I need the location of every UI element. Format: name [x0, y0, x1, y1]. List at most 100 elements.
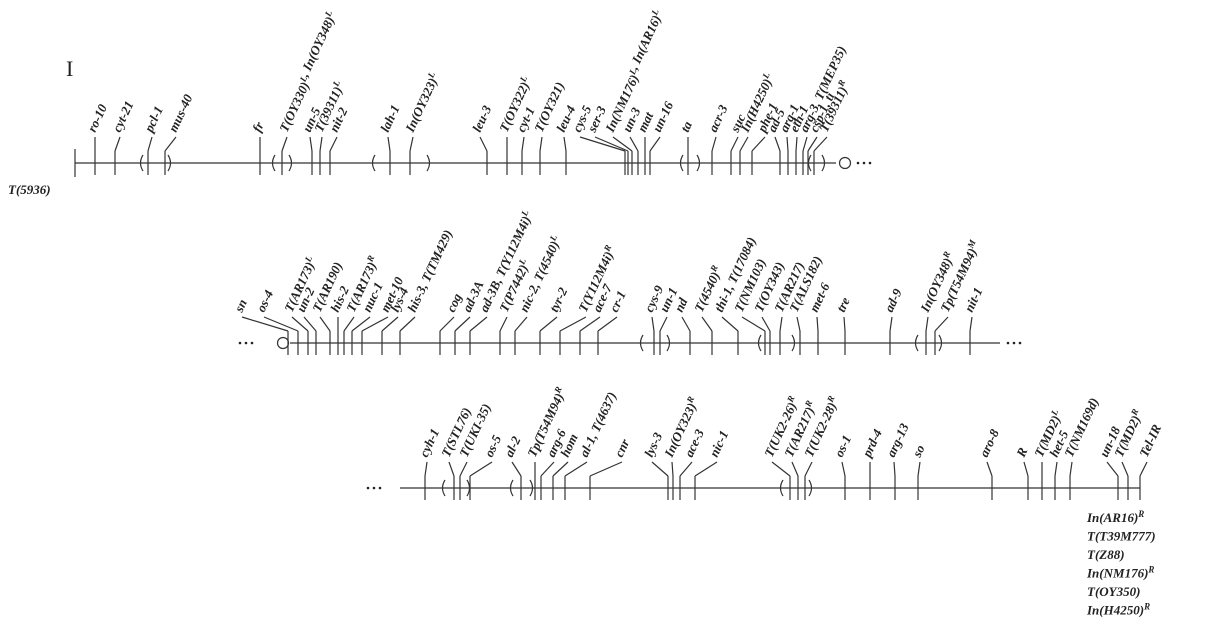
- leader-line: [303, 316, 317, 332]
- locus-label: fr: [249, 119, 267, 135]
- paren-open: [914, 334, 919, 352]
- paren-close: [529, 479, 534, 497]
- superscript: L: [519, 208, 531, 219]
- leader-line: [651, 316, 655, 332]
- superscript: L: [627, 66, 639, 77]
- locus-label: os-5: [481, 432, 504, 459]
- leader-line: [539, 316, 558, 332]
- leader-line: [559, 316, 587, 332]
- leader-line: [343, 316, 355, 332]
- leader-line: [612, 136, 633, 152]
- leader-line: [589, 461, 623, 477]
- leader-line: [779, 316, 783, 332]
- paren-open: [139, 154, 144, 172]
- leader-line: [679, 461, 693, 477]
- continuation-dot: [250, 341, 254, 345]
- locus-label: arg-13: [883, 420, 912, 459]
- superscript: R: [940, 250, 952, 261]
- leader-line: [563, 136, 567, 152]
- paren-close: [666, 334, 671, 352]
- leader-line: [319, 316, 331, 332]
- locus-label: ro-10: [84, 101, 110, 134]
- leader-line: [281, 136, 288, 152]
- leader-line: [771, 461, 791, 477]
- leader-line: [514, 316, 528, 332]
- superscript: R: [1143, 602, 1150, 612]
- leader-line: [381, 316, 399, 332]
- leader-line: [807, 136, 818, 152]
- superscript: R: [825, 394, 837, 405]
- paren-close: [288, 154, 293, 172]
- paren-open: [779, 479, 784, 497]
- paren-close: [808, 479, 813, 497]
- leader-line: [164, 136, 177, 152]
- continuation-dot: [862, 161, 866, 165]
- superscript: R: [1128, 407, 1140, 418]
- locus-label: cyt-21: [109, 98, 136, 134]
- right-note: T(T39M777): [1087, 529, 1156, 544]
- paren-close: [167, 154, 172, 172]
- leader-line: [424, 461, 428, 477]
- leader-line: [1121, 461, 1129, 477]
- continuation-dot: [1012, 341, 1016, 345]
- leader-line: [241, 316, 289, 332]
- leader-line: [1139, 461, 1148, 477]
- superscript: R: [364, 254, 376, 265]
- locus-label: pcl-1: [141, 104, 166, 135]
- continuation-dot: [244, 341, 248, 345]
- superscript: R: [835, 78, 847, 89]
- leader-line: [469, 316, 488, 332]
- leader-line: [889, 316, 893, 332]
- label-part: In(H4250): [1086, 603, 1144, 618]
- leader-line: [774, 136, 781, 152]
- superscript: L: [516, 256, 528, 267]
- leader-line: [1023, 461, 1029, 477]
- superscript: R: [601, 243, 613, 254]
- right-note: T(OY350): [1087, 584, 1140, 599]
- locus-label: lah-1: [377, 102, 403, 134]
- leader-line: [786, 136, 789, 152]
- continuation-dot: [1006, 341, 1010, 345]
- leader-line: [816, 316, 819, 332]
- leader-line: [741, 316, 766, 332]
- locus-label: nic-1: [706, 428, 731, 459]
- leader-line: [796, 316, 801, 332]
- locus-label: nit-1: [961, 285, 985, 314]
- superscript: R: [802, 399, 814, 410]
- locus-label: tre: [833, 295, 853, 315]
- leader-line: [739, 136, 749, 152]
- locus-label: so: [909, 442, 928, 460]
- paren-open: [271, 154, 276, 172]
- paren-open: [639, 334, 644, 352]
- right-note: In(NM176)R: [1086, 565, 1154, 581]
- leader-line: [579, 136, 626, 152]
- leader-line: [291, 316, 309, 332]
- leader-line: [986, 461, 993, 477]
- leader-line: [540, 461, 555, 477]
- leader-line: [1069, 461, 1073, 477]
- continuation-dot: [238, 341, 242, 345]
- superscript: R: [1137, 509, 1144, 519]
- locus-label: leu-3: [469, 103, 494, 135]
- continuation-dot: [868, 161, 872, 165]
- superscript: L: [322, 8, 334, 19]
- leader-line: [309, 136, 313, 152]
- paren-open: [509, 479, 514, 497]
- leader-line: [701, 316, 713, 332]
- paren-close: [938, 334, 943, 352]
- leader-line: [629, 136, 639, 152]
- leader-line: [469, 461, 493, 477]
- paren-open: [757, 334, 762, 352]
- paren-close: [426, 154, 431, 172]
- locus-label: os-4: [253, 287, 276, 314]
- label-part: , In(OY348): [296, 14, 337, 80]
- locus-label: os-1: [831, 433, 854, 460]
- superscript: L: [547, 233, 559, 244]
- leader-line: [711, 136, 717, 152]
- leader-line: [263, 316, 299, 332]
- locus-label: ta: [677, 118, 695, 134]
- centromere: [838, 156, 852, 170]
- leader-line: [659, 316, 668, 332]
- superscript: L: [1048, 407, 1060, 418]
